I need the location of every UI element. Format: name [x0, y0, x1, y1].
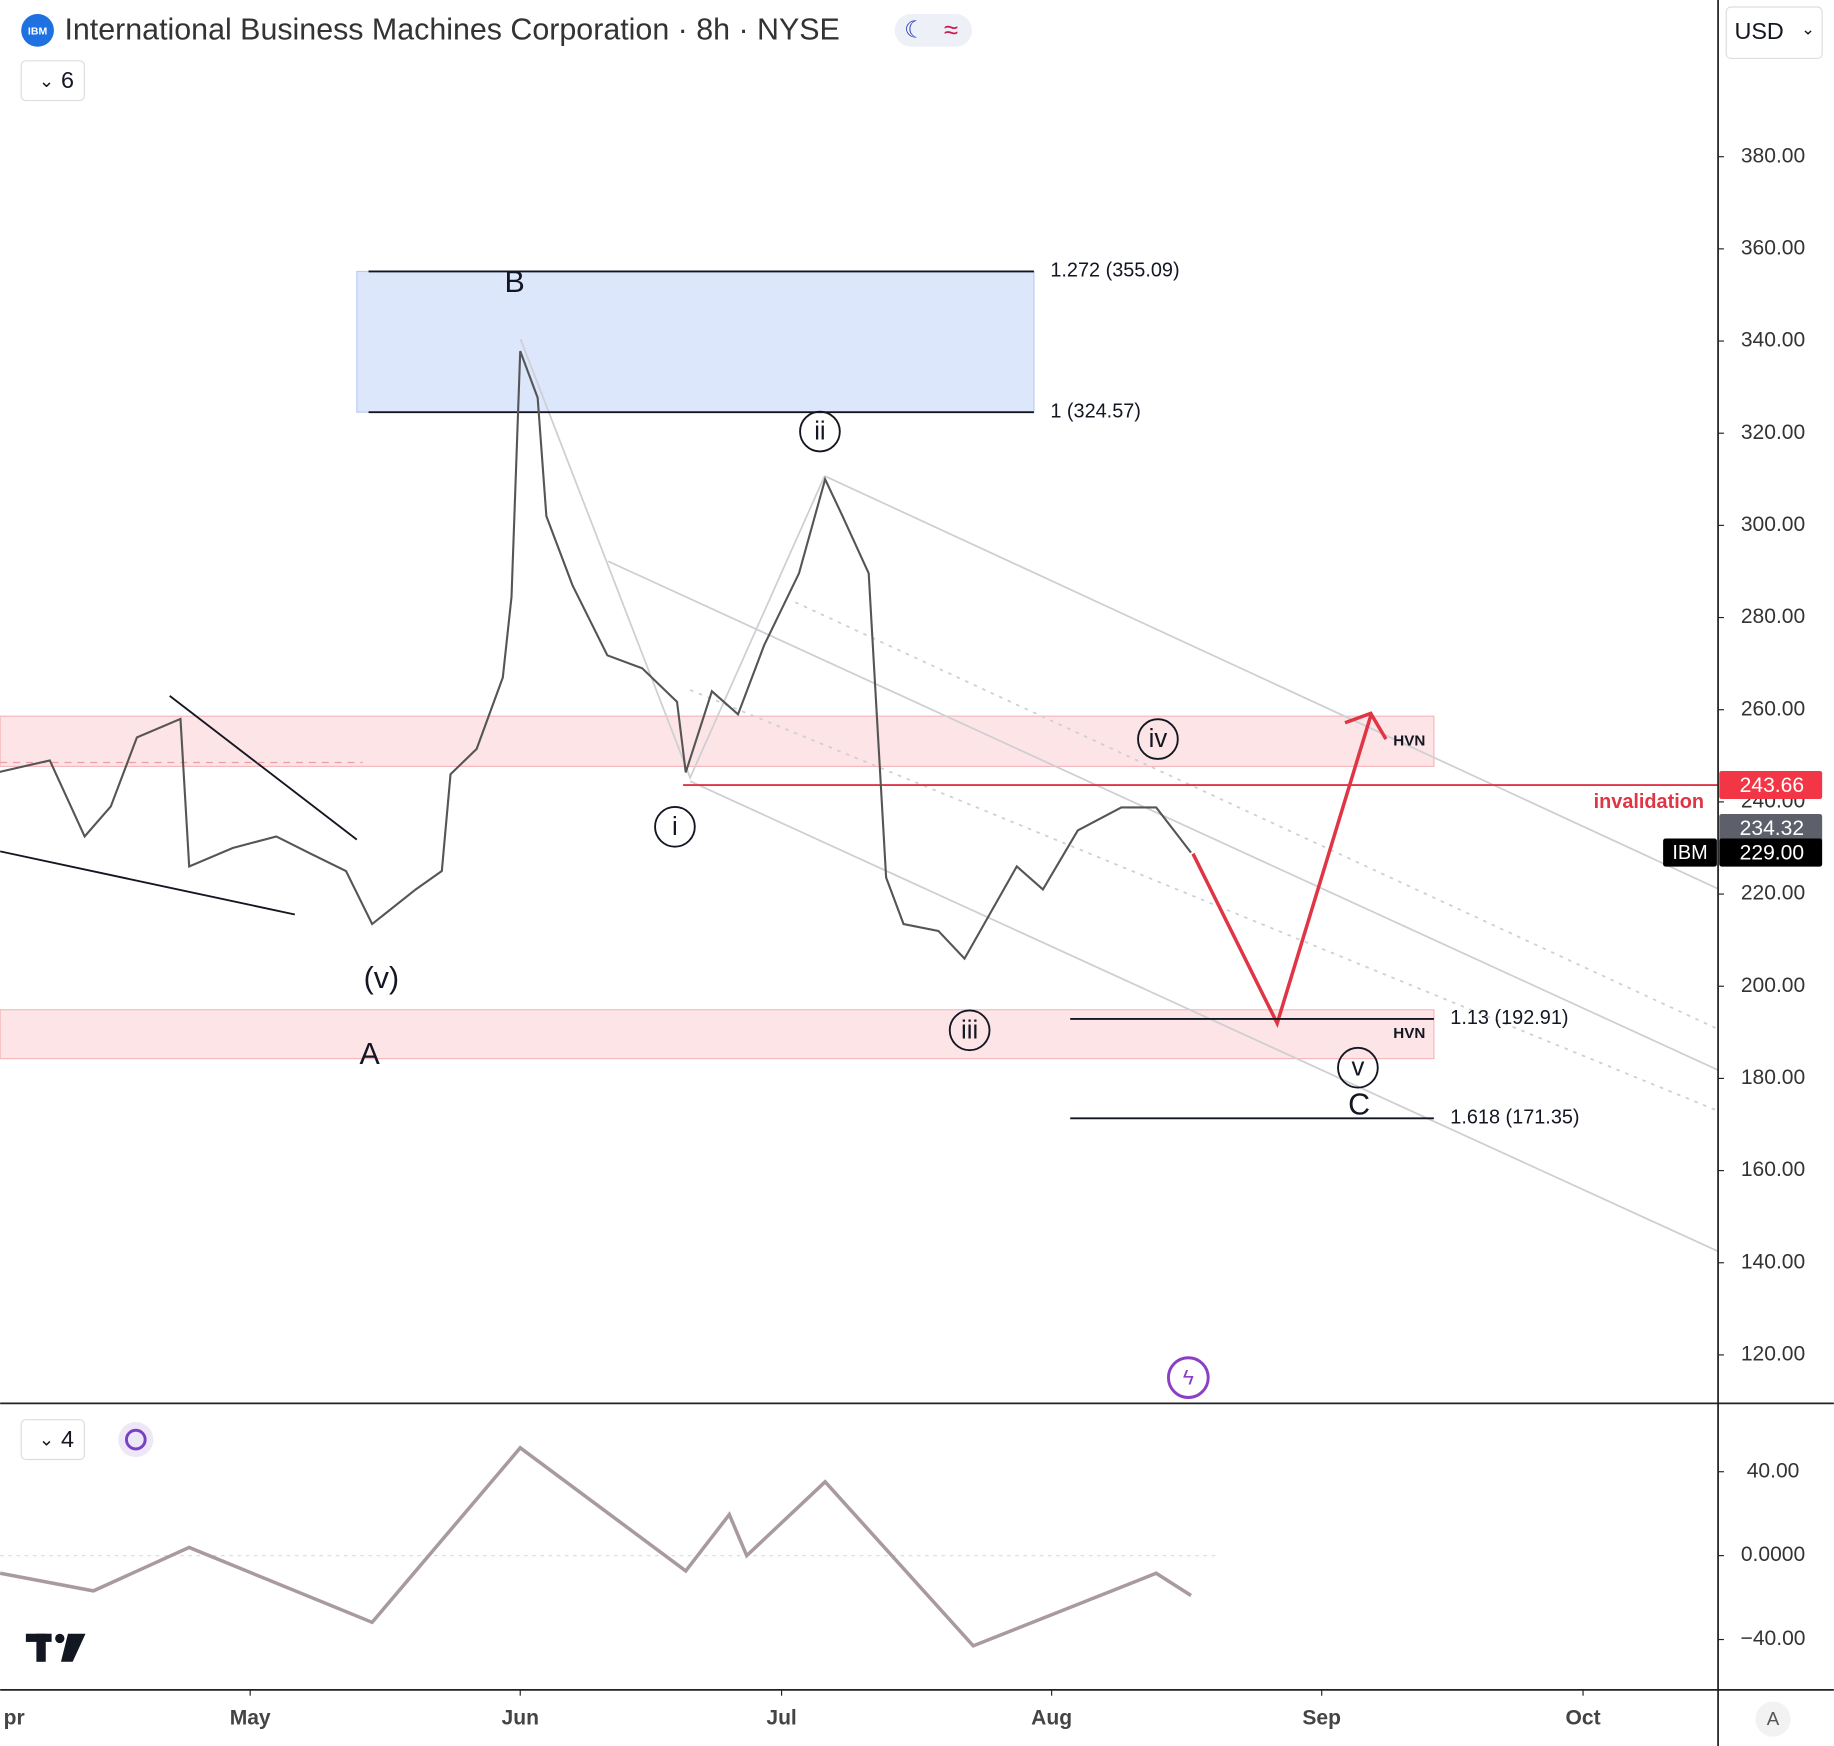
symbol-logo: [21, 14, 54, 47]
price-line: [0, 350, 1192, 961]
y-tick-label: 40.00: [1747, 1459, 1800, 1482]
y-tick-label: 300.00: [1741, 513, 1805, 536]
oscillator-line: [0, 1445, 1192, 1648]
x-tick-label: Sep: [1302, 1707, 1341, 1730]
wave-label: v: [1351, 1054, 1364, 1082]
background: [0, 270, 1435, 1557]
wave-label: B: [505, 265, 525, 299]
y-tick-label: 0.0000: [1741, 1543, 1805, 1566]
symbol-tag: [1663, 838, 1717, 867]
hvn-zone: [0, 715, 1435, 767]
x-tick-label: Jun: [502, 1707, 539, 1730]
zone-label: HVN: [1393, 1025, 1425, 1042]
indicator-toggle[interactable]: [20, 1419, 85, 1461]
price-tag-label: 243.66: [1740, 774, 1804, 797]
price-tag: [1719, 838, 1823, 867]
refresh-icon[interactable]: [118, 1422, 154, 1458]
indicator-toggle[interactable]: [20, 60, 85, 102]
y-tick-label: 360.00: [1741, 236, 1805, 259]
projection-arrow: [1344, 711, 1388, 740]
x-tick-label: Oct: [1566, 1707, 1601, 1730]
scale-button[interactable]: [1755, 1701, 1791, 1737]
price-tag-label: 229.00: [1740, 841, 1804, 864]
assistant-glyph: ϟ: [1183, 1366, 1194, 1389]
data-icon: ≈: [944, 16, 958, 44]
chart-title[interactable]: International Business Machines Corporat…: [64, 13, 839, 47]
y-tick-label: 180.00: [1741, 1066, 1805, 1089]
scale-mode: A: [1767, 1708, 1780, 1729]
y-tick-label: 220.00: [1741, 882, 1805, 905]
y-tick-label: −40.00: [1741, 1627, 1806, 1650]
wave-circle: [654, 805, 696, 848]
currency-button[interactable]: [1725, 6, 1823, 60]
status-pill: [894, 14, 972, 47]
x-tick-label: Aug: [1031, 1707, 1072, 1730]
wave-label: iv: [1149, 725, 1168, 753]
projection-path: [1191, 715, 1373, 1029]
chevron: ⌄: [39, 70, 55, 91]
wave-label: A: [360, 1037, 381, 1071]
y-tick-label: 320.00: [1741, 421, 1805, 444]
tv-logo: [25, 1633, 86, 1662]
channel-lines: [519, 338, 1719, 1253]
price-tag: [1719, 814, 1823, 843]
y-tick-label: 120.00: [1741, 1342, 1805, 1365]
currency: USD: [1734, 18, 1783, 44]
target-box: [356, 270, 1035, 413]
logo-text: IBM: [28, 25, 48, 37]
refresh-glyph: [124, 1428, 147, 1451]
y-tick-label: 380.00: [1741, 144, 1805, 167]
y-tick-label: 340.00: [1741, 329, 1805, 352]
chart-layer: 120.00140.00160.00180.00200.00220.00240.…: [0, 144, 1823, 1730]
price-tag: [1719, 770, 1823, 800]
y-tick-label: 280.00: [1741, 605, 1805, 628]
indicator-count: 4: [61, 1426, 74, 1452]
wave-label: iii: [961, 1016, 978, 1044]
y-tick-label: 200.00: [1741, 974, 1805, 997]
hvn-zone: [0, 1009, 1435, 1060]
invalidation-label: invalidation: [1594, 791, 1704, 813]
chevron: ⌄: [1801, 21, 1815, 39]
wave-circle: [1137, 718, 1179, 760]
fib-label: 1.13 (192.91): [1450, 1007, 1568, 1029]
fib-label: 1 (324.57): [1050, 400, 1141, 422]
y-tick-label: 140.00: [1741, 1250, 1805, 1273]
wave-circle: [799, 410, 841, 453]
assistant-icon[interactable]: [1166, 1356, 1210, 1399]
wave-circle: [948, 1009, 991, 1052]
chevron: ⌄: [39, 1429, 55, 1450]
fib-label: 1.618 (171.35): [1450, 1107, 1579, 1129]
wave-label: ii: [814, 417, 825, 445]
symbol-tag-label: IBM: [1672, 842, 1707, 864]
wave-label: (v): [364, 961, 399, 995]
market-icon: ☾: [904, 17, 925, 43]
x-tick-label: Jul: [766, 1707, 796, 1730]
zone-label: HVN: [1393, 732, 1425, 749]
fib-label: 1.272 (355.09): [1050, 260, 1179, 282]
indicator-count: 6: [61, 67, 74, 93]
wave-label: i: [672, 813, 678, 841]
y-tick-label: 160.00: [1741, 1158, 1805, 1181]
triangle-lines: [0, 695, 358, 916]
wave-label: C: [1348, 1087, 1370, 1121]
y-tick-label: 260.00: [1741, 697, 1805, 720]
x-tick-label: pr: [4, 1707, 25, 1730]
x-tick-label: May: [230, 1707, 271, 1730]
price-tag-label: 234.32: [1740, 817, 1804, 840]
wave-circle: [1337, 1046, 1379, 1089]
